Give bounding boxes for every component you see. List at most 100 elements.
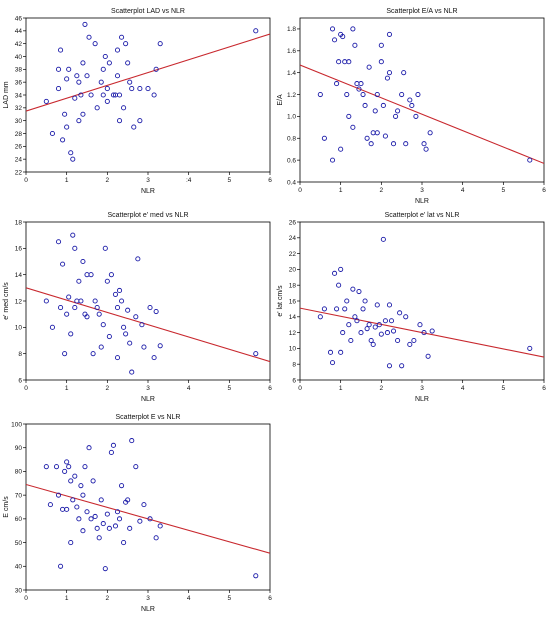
- data-point: [374, 91, 380, 98]
- data-point: [147, 516, 153, 522]
- data-point: [102, 566, 108, 572]
- x-tick-label: 1: [65, 595, 69, 602]
- data-point: [80, 492, 86, 498]
- data-point: [80, 258, 86, 265]
- data-point: [317, 91, 323, 98]
- data-point: [139, 322, 145, 328]
- data-point: [137, 118, 143, 124]
- x-axis-label: NLR: [415, 198, 429, 205]
- data-point: [64, 76, 70, 82]
- data-point: [102, 245, 108, 251]
- x-tick-label: 2: [380, 187, 384, 194]
- y-tick-label: 0.6: [287, 157, 296, 164]
- y-tick-label: 44: [15, 28, 23, 35]
- plot-content: [26, 21, 270, 162]
- data-point: [112, 523, 119, 529]
- data-point: [68, 478, 74, 484]
- x-tick-label: 3: [146, 595, 150, 602]
- data-point: [104, 278, 110, 284]
- data-point: [372, 108, 378, 114]
- data-point: [358, 330, 364, 336]
- data-point: [100, 66, 106, 72]
- data-point: [427, 130, 433, 136]
- data-point: [64, 311, 70, 317]
- data-point: [114, 305, 121, 311]
- data-point: [374, 130, 380, 136]
- data-point: [133, 464, 139, 470]
- x-tick-label: 0: [24, 595, 28, 602]
- data-point: [395, 337, 401, 344]
- x-tick-label: 2: [106, 595, 110, 602]
- y-tick-label: 28: [15, 131, 23, 138]
- plot-content: [26, 232, 270, 375]
- plot-content: [26, 438, 270, 579]
- data-point: [74, 73, 80, 79]
- data-point: [131, 124, 137, 130]
- data-point: [55, 239, 62, 245]
- data-point: [121, 105, 127, 111]
- data-point: [417, 322, 423, 328]
- data-point: [317, 314, 323, 320]
- data-point: [106, 60, 112, 66]
- data-point: [70, 156, 76, 162]
- data-point: [125, 307, 131, 313]
- data-point: [415, 91, 421, 98]
- x-axis-label: NLR: [141, 396, 155, 403]
- y-tick-label: 0.4: [287, 179, 296, 186]
- data-point: [378, 42, 384, 48]
- data-point: [378, 331, 384, 337]
- data-point: [78, 298, 84, 304]
- data-point: [386, 31, 393, 37]
- x-tick-label: 2: [106, 385, 110, 392]
- data-point: [421, 141, 427, 147]
- data-point: [346, 322, 352, 328]
- data-point: [352, 42, 358, 48]
- plot-area: [25, 221, 271, 381]
- data-point: [88, 516, 94, 522]
- data-point: [68, 331, 74, 337]
- data-point: [49, 130, 55, 137]
- data-point: [329, 360, 336, 366]
- data-point: [100, 92, 106, 98]
- data-point: [72, 473, 78, 479]
- y-tick-label: 38: [15, 67, 23, 74]
- y-tick-label: 1.0: [287, 114, 296, 121]
- data-point: [411, 337, 417, 344]
- data-point: [321, 306, 327, 312]
- data-point: [350, 26, 356, 32]
- data-point: [72, 245, 78, 251]
- y-axis-label: e' lat cm/s: [277, 285, 284, 317]
- data-point: [110, 442, 116, 448]
- x-tick-label: 5: [502, 385, 506, 392]
- data-point: [70, 232, 76, 238]
- data-point: [129, 86, 135, 92]
- y-tick-label: 100: [11, 421, 22, 428]
- plot-content: [300, 236, 544, 369]
- data-point: [123, 41, 129, 47]
- data-point: [64, 124, 70, 130]
- data-point: [157, 41, 163, 47]
- data-point: [121, 540, 127, 546]
- data-point: [147, 305, 153, 311]
- data-point: [336, 59, 342, 65]
- x-tick-label: 4: [461, 187, 465, 194]
- data-point: [407, 97, 413, 103]
- data-point: [72, 305, 78, 311]
- data-point: [106, 525, 112, 531]
- data-point: [43, 98, 49, 104]
- y-tick-label: 1.8: [287, 26, 296, 33]
- y-axis-label: LAD mm: [3, 81, 10, 108]
- data-point: [60, 261, 66, 267]
- y-tick-label: 8: [18, 351, 22, 358]
- data-point: [157, 523, 163, 529]
- data-point: [346, 59, 352, 65]
- x-tick-label: 3: [146, 385, 150, 392]
- y-tick-label: 18: [289, 283, 297, 290]
- x-tick-label: 1: [339, 385, 343, 392]
- data-point: [403, 314, 409, 320]
- data-point: [362, 298, 368, 304]
- data-point: [368, 141, 374, 147]
